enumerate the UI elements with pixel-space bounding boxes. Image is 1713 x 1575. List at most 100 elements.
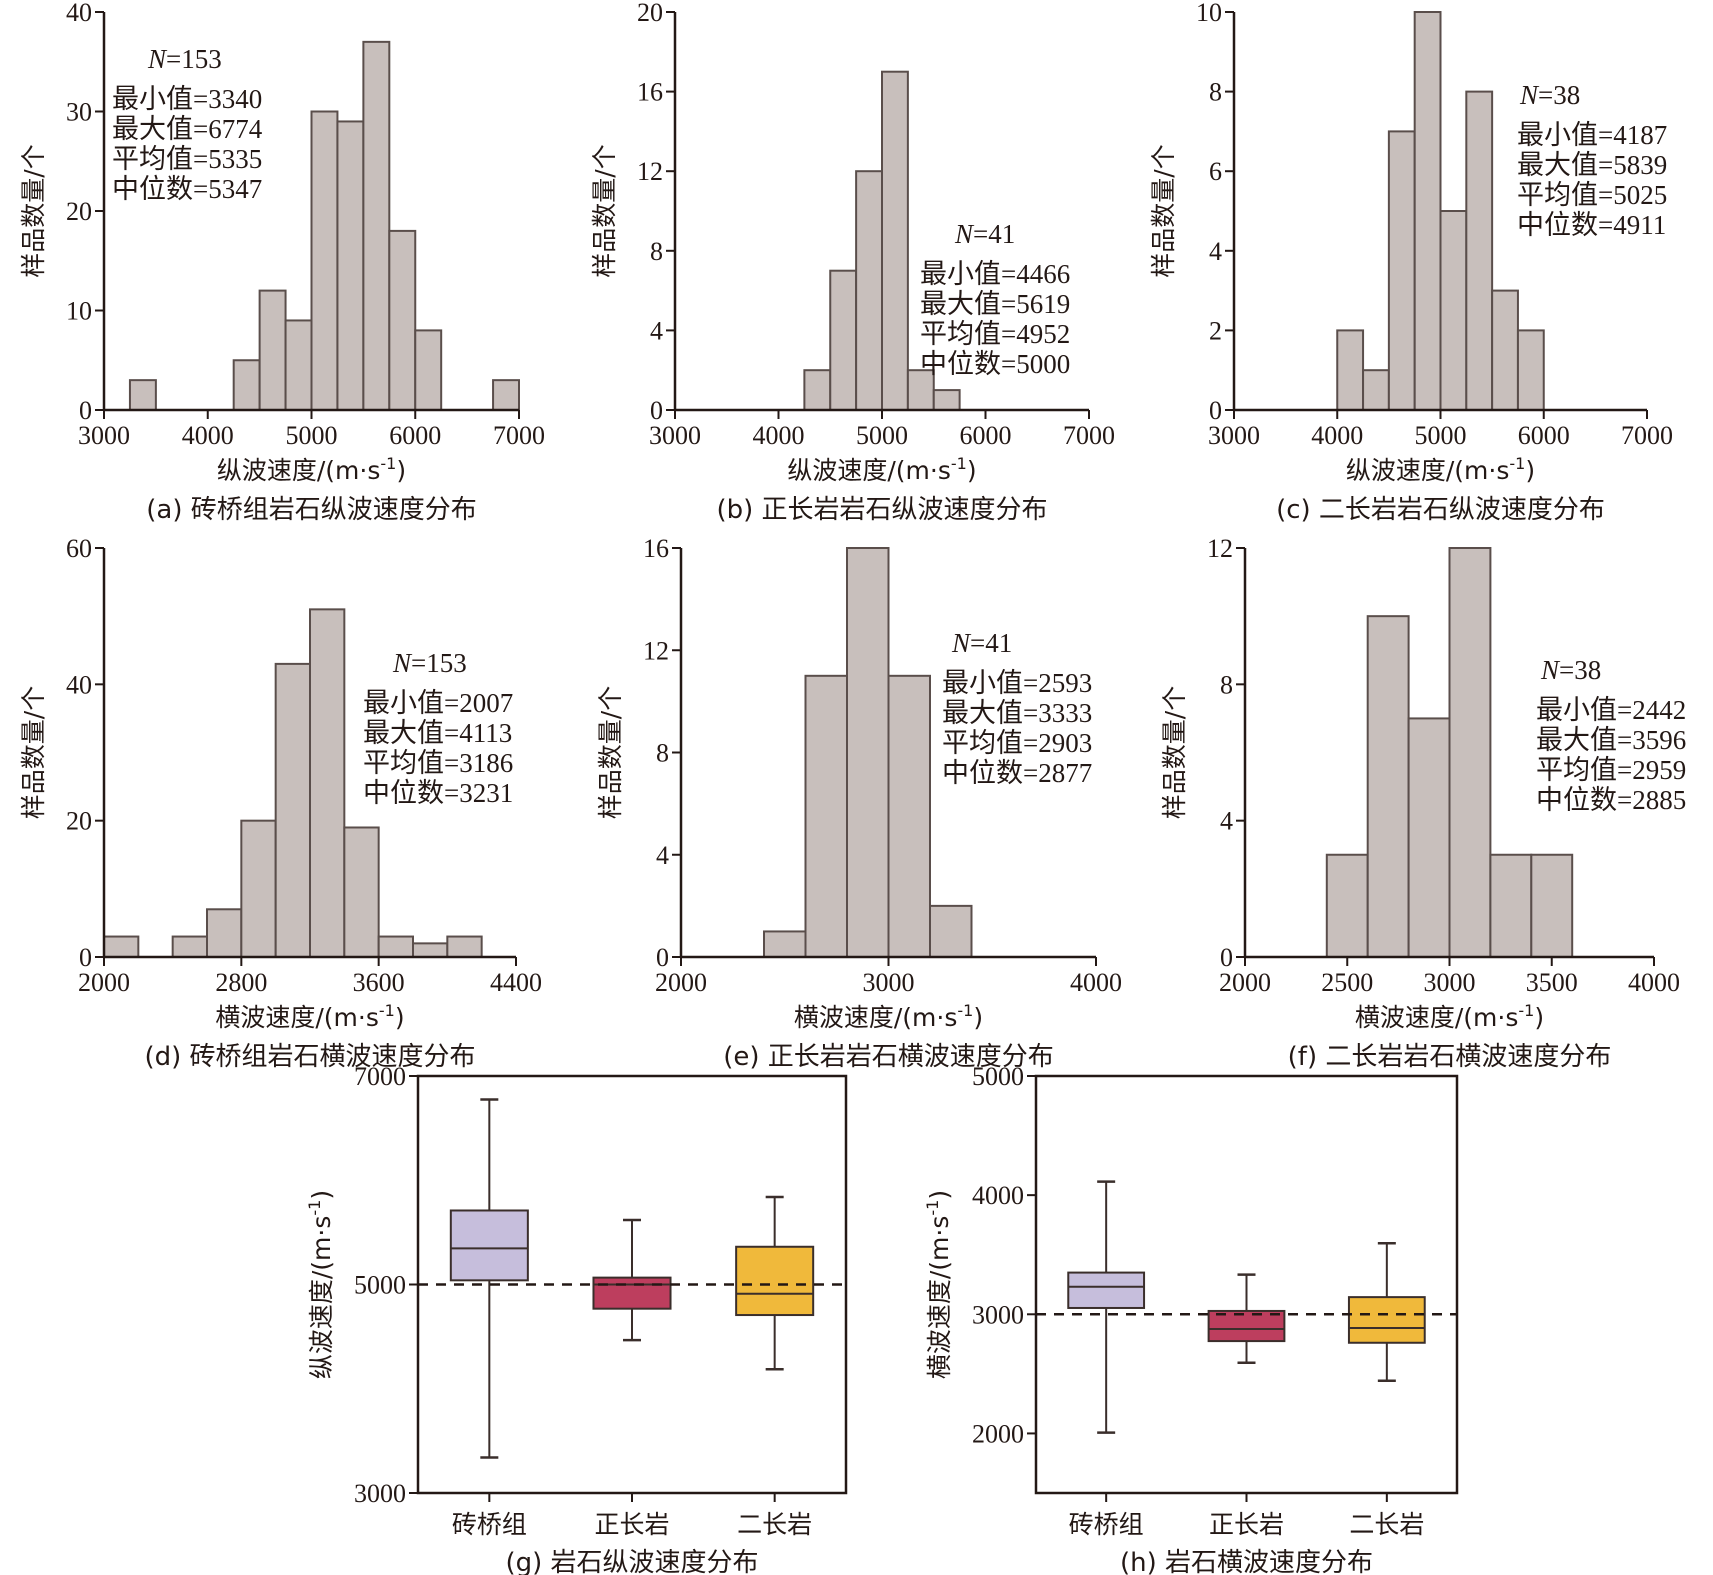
histogram-bar	[274, 662, 311, 959]
histogram-bar	[414, 329, 443, 411]
sample-count-label: N=38	[1540, 655, 1601, 685]
stat-line: 最小值=4187	[1517, 120, 1667, 150]
sample-count-label: N=41	[954, 219, 1015, 249]
stat-line: 最小值=4466	[920, 259, 1070, 289]
x-tick-label: 4400	[490, 968, 542, 997]
chart-b: 0 4 8 12 16 20 3000 4000 5000 6000 7000 纵波速度/(m·s-1…	[590, 0, 1115, 525]
y-axis-label: 纵波速度/(m·s-1)	[305, 1190, 336, 1379]
chart-a: 0 10 20 30 40 3000 4000 5000 6000 7000 纵波速度/(m·s-1…	[19, 0, 545, 525]
x-tick-label: 3000	[649, 421, 701, 450]
histogram-bar	[492, 379, 520, 411]
x-tick-label: 4000	[753, 421, 805, 450]
histogram-bar	[855, 170, 883, 411]
x-tick-label: 2000	[655, 968, 707, 997]
histogram-bar	[1366, 615, 1410, 959]
y-tick-label: 4	[1209, 237, 1222, 266]
histogram-bar	[929, 904, 973, 958]
histogram-bar	[1413, 11, 1442, 411]
histogram-bar	[1448, 547, 1492, 958]
histogram-bar	[388, 229, 417, 411]
stat-line: 平均值=3186	[363, 748, 513, 778]
histogram-bar	[310, 110, 339, 411]
x-tick-label: 6000	[1518, 421, 1570, 450]
y-tick-label: 20	[66, 807, 92, 836]
y-tick-label: 0	[79, 943, 92, 972]
x-category-label: 二长岩	[1349, 1510, 1424, 1539]
box-3	[1347, 1242, 1426, 1383]
x-axis-label: 横波速度/(m·s-1)	[794, 1001, 983, 1032]
y-tick-label: 4	[656, 841, 669, 870]
chart-caption: (g) 岩石纵波速度分布	[505, 1548, 758, 1575]
histogram-bar	[412, 942, 449, 958]
histogram-bar	[1407, 717, 1451, 959]
stat-line: 最大值=3333	[942, 698, 1092, 728]
chart-caption: (h) 岩石横波速度分布	[1120, 1548, 1373, 1575]
histogram-bar	[1489, 853, 1533, 958]
iqr-box	[592, 1276, 672, 1310]
sample-count-label: N=153	[392, 648, 467, 678]
y-tick-label: 0	[1209, 396, 1222, 425]
x-tick-label: 4000	[1628, 968, 1680, 997]
histogram-bar	[763, 930, 807, 958]
y-tick-label: 8	[650, 237, 663, 266]
x-category-label: 二长岩	[737, 1510, 812, 1539]
chart-f: 0 4 8 12 2000 2500 3000 3500 4000 横波速度/(m·s-1) 样品数…	[1160, 534, 1686, 1072]
x-tick-label: 3600	[353, 968, 405, 997]
y-tick-label: 0	[656, 943, 669, 972]
histogram-bar	[446, 935, 483, 958]
histogram-bar	[1439, 210, 1468, 411]
sample-count-label: N=41	[951, 628, 1012, 658]
y-tick-label: 10	[1196, 0, 1222, 27]
y-tick-label: 12	[637, 157, 663, 186]
y-axis-label: 样品数量/个	[1160, 686, 1189, 819]
chart-e: 0 4 8 12 16 2000 3000 4000 横波速度/(m·s-1) 样品数量/个 (e)…	[596, 534, 1122, 1072]
iqr-box	[449, 1209, 529, 1282]
y-tick-label: 5000	[354, 1271, 406, 1300]
histogram-bar	[336, 120, 365, 411]
histogram-bar	[240, 819, 277, 959]
histogram-bar	[232, 359, 261, 411]
chart-caption: (a) 砖桥组岩石纵波速度分布	[146, 495, 477, 525]
x-category-label: 砖桥组	[1069, 1510, 1144, 1539]
x-tick-label: 4000	[182, 421, 234, 450]
x-tick-label: 7000	[1621, 421, 1673, 450]
y-tick-label: 40	[66, 0, 92, 27]
histogram-bar	[804, 674, 848, 958]
x-axis-label: 横波速度/(m·s-1)	[215, 1001, 404, 1032]
box-2	[592, 1218, 672, 1342]
stat-line: 最大值=5839	[1517, 150, 1667, 180]
y-tick-label: 40	[66, 670, 92, 699]
stat-line: 最小值=2007	[363, 688, 513, 718]
x-tick-label: 4000	[1311, 421, 1363, 450]
x-tick-label: 5000	[1415, 421, 1467, 450]
histogram-bar	[1516, 329, 1545, 411]
x-tick-label: 3000	[1208, 421, 1260, 450]
chart-caption: (d) 砖桥组岩石横波速度分布	[144, 1042, 475, 1072]
stat-line: 中位数=2877	[942, 758, 1092, 788]
x-tick-label: 2500	[1321, 968, 1373, 997]
y-tick-label: 16	[637, 78, 663, 107]
chart-g: 砖桥组 正长岩 二长岩 3000 5000 7000 纵波速度/(m·s-1) (g) 岩石纵…	[305, 1062, 848, 1575]
y-tick-label: 0	[650, 396, 663, 425]
y-tick-label: 30	[66, 98, 92, 127]
histogram-bar	[1362, 369, 1390, 412]
y-axis-label: 样品数量/个	[19, 144, 48, 277]
stat-line: 平均值=4952	[920, 319, 1070, 349]
stat-line: 中位数=4911	[1517, 210, 1666, 240]
histogram-bar	[128, 379, 157, 411]
x-tick-label: 6000	[960, 421, 1012, 450]
y-tick-label: 2000	[972, 1419, 1024, 1448]
y-tick-label: 0	[1220, 943, 1233, 972]
histogram-bar	[1465, 90, 1494, 411]
sample-count-label: N=38	[1519, 80, 1580, 110]
y-tick-label: 4	[1220, 807, 1233, 836]
stat-line: 平均值=2903	[942, 728, 1092, 758]
x-tick-label: 2800	[215, 968, 267, 997]
histogram-bar	[377, 935, 414, 958]
stat-line: 最大值=3596	[1536, 725, 1686, 755]
stat-line: 中位数=5000	[920, 349, 1070, 379]
y-axis-label: 横波速度/(m·s-1)	[923, 1190, 954, 1379]
stat-line: 最小值=3340	[112, 84, 262, 114]
histogram-bar	[284, 319, 313, 412]
stat-line: 最大值=4113	[363, 718, 512, 748]
